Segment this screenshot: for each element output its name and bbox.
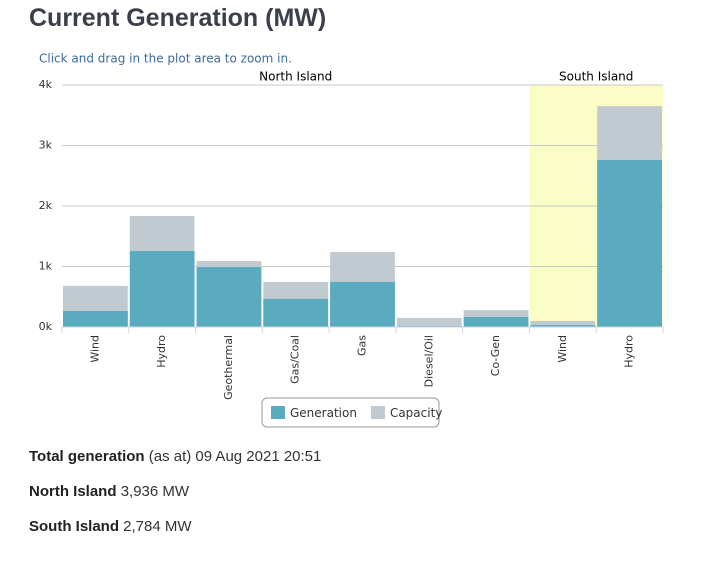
x-tick-label: Hydro xyxy=(155,335,168,368)
summary-text: 3,936 MW xyxy=(120,483,190,500)
summary-line: Total generation (as at) 09 Aug 2021 20:… xyxy=(29,448,321,465)
y-tick-label: 1k xyxy=(39,260,53,273)
x-tick-label: Gas xyxy=(356,335,369,356)
y-tick-label: 2k xyxy=(39,199,53,212)
summary-text: 2,784 MW xyxy=(123,518,192,535)
x-tick-label: Wind xyxy=(556,335,569,363)
bar xyxy=(597,160,662,327)
summary-label: North Island xyxy=(29,483,117,500)
x-tick-label: Wind xyxy=(88,335,101,363)
group-label: South Island xyxy=(559,70,633,84)
legend-swatch xyxy=(370,406,385,419)
x-tick-label: Diesel/Oil xyxy=(422,335,435,387)
x-tick-label: Hydro xyxy=(623,335,636,368)
bar xyxy=(330,281,395,327)
summary-label: South Island xyxy=(29,518,119,535)
summary-line: South Island 2,784 MW xyxy=(29,518,192,535)
chart-subtitle: Click and drag in the plot area to zoom … xyxy=(39,52,292,66)
y-tick-label: 0k xyxy=(39,320,53,333)
legend-label: Capacity xyxy=(390,406,442,420)
summary-text: (as at) 09 Aug 2021 20:51 xyxy=(148,448,322,465)
legend-label: Generation xyxy=(290,406,357,420)
bar xyxy=(530,320,596,327)
bar xyxy=(463,317,529,327)
bar xyxy=(63,310,128,327)
x-tick-label: Gas/Coal xyxy=(289,335,302,384)
y-tick-label: 4k xyxy=(39,78,53,91)
bar xyxy=(129,251,195,327)
bar xyxy=(196,267,262,327)
bar xyxy=(530,325,596,327)
x-tick-label: Geothermal xyxy=(222,335,235,400)
bar xyxy=(263,298,329,327)
group-label: North Island xyxy=(259,70,332,84)
y-tick-label: 3k xyxy=(39,139,53,152)
chart: Click and drag in the plot area to zoom … xyxy=(39,52,664,428)
page-title: Current Generation (MW) xyxy=(29,4,327,32)
legend-box xyxy=(261,397,440,428)
summary-label: Total generation xyxy=(29,448,145,465)
bar xyxy=(396,317,462,327)
summary-line: North Island 3,936 MW xyxy=(29,483,189,500)
legend-swatch xyxy=(271,406,285,419)
x-tick-label: Co-Gen xyxy=(489,335,502,376)
